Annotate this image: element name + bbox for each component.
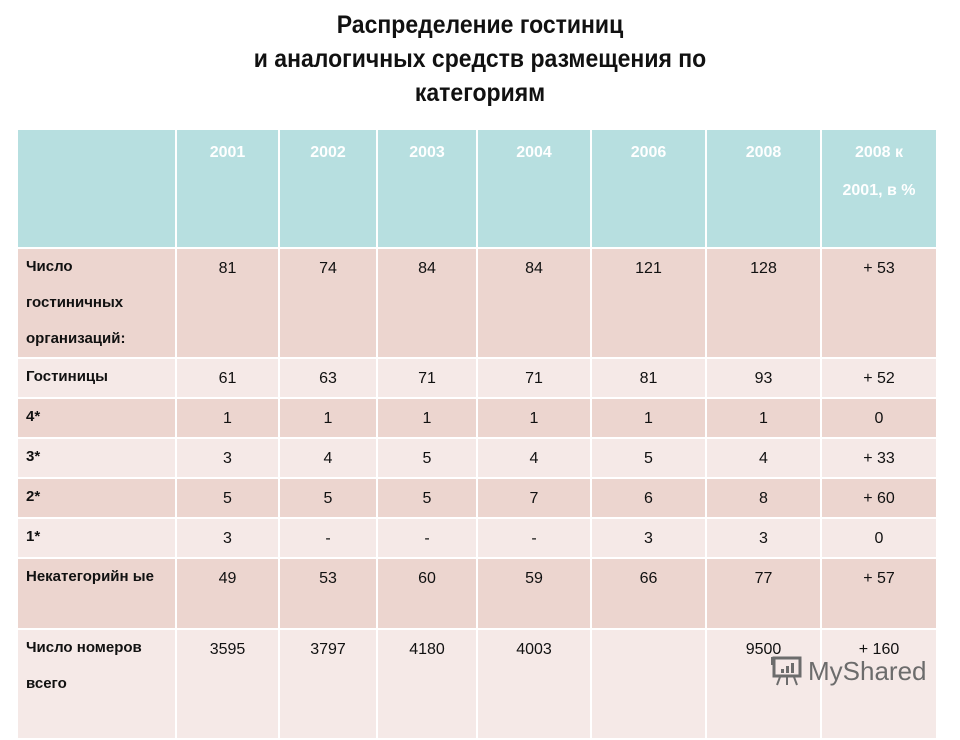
table-cell: 1 (476, 397, 592, 439)
table-cell: 1 (175, 397, 280, 439)
table-row: 1* 3 - - - 3 3 0 (16, 517, 938, 559)
table-cell: 63 (278, 357, 378, 399)
table-cell: 84 (476, 247, 592, 359)
table-cell: 7 (476, 477, 592, 519)
title-line-3: категориям (414, 79, 546, 107)
header-cell-2006: 2006 (590, 128, 707, 249)
table-cell: 81 (590, 357, 707, 399)
table-cell: 84 (376, 247, 478, 359)
table-row: Некатегорийн ые 49 53 60 59 66 77 + 57 (16, 557, 938, 630)
table-cell: 59 (476, 557, 592, 630)
table-cell (590, 628, 707, 740)
row-label: Гостиницы (16, 357, 177, 399)
row-label: Некатегорийн ые (16, 557, 177, 630)
watermark: MyShared (770, 655, 927, 687)
row-label: 3* (16, 437, 177, 479)
table-cell: 3 (590, 517, 707, 559)
row-label: Число гостиничных организаций: (16, 247, 177, 359)
table-cell: 5 (590, 437, 707, 479)
table-cell: 77 (705, 557, 822, 630)
table-cell: + 57 (820, 557, 938, 630)
table-cell: 49 (175, 557, 280, 630)
table-cell: 8 (705, 477, 822, 519)
table-row: Число гостиничных организаций: 81 74 84 … (16, 247, 938, 359)
table-cell: 3 (175, 437, 280, 479)
table-cell: 0 (820, 517, 938, 559)
table-cell: 3797 (278, 628, 378, 740)
title-line-1: Распределение гостиниц (336, 11, 624, 39)
table-cell: + 52 (820, 357, 938, 399)
table-cell: + 53 (820, 247, 938, 359)
header-row: 2001 2002 2003 2004 2006 2008 2008 к 200… (16, 128, 938, 249)
table-cell: 93 (705, 357, 822, 399)
table-row: Гостиницы 61 63 71 71 81 93 + 52 (16, 357, 938, 399)
table-cell: 74 (278, 247, 378, 359)
table-cell: 5 (175, 477, 280, 519)
table-cell: 53 (278, 557, 378, 630)
table-cell: 5 (278, 477, 378, 519)
table-cell: 4 (476, 437, 592, 479)
table-row: 4* 1 1 1 1 1 1 0 (16, 397, 938, 439)
table-cell: 5 (376, 437, 478, 479)
row-label: 2* (16, 477, 177, 519)
table-cell: 6 (590, 477, 707, 519)
table-cell: 0 (820, 397, 938, 439)
table-cell: 60 (376, 557, 478, 630)
table-cell: 1 (376, 397, 478, 439)
table-cell: 4180 (376, 628, 478, 740)
table-row: 2* 5 5 5 7 6 8 + 60 (16, 477, 938, 519)
row-label: 1* (16, 517, 177, 559)
table-cell: + 60 (820, 477, 938, 519)
table-cell: - (476, 517, 592, 559)
slide-title: Распределение гостиниц и аналогичных сре… (38, 8, 921, 110)
table-cell: 4003 (476, 628, 592, 740)
header-cell-2002: 2002 (278, 128, 378, 249)
header-cell-2003: 2003 (376, 128, 478, 249)
table-cell: 4 (278, 437, 378, 479)
table-cell: 1 (705, 397, 822, 439)
header-cell-change: 2008 к 2001, в % (820, 128, 938, 249)
header-cell-2001: 2001 (175, 128, 280, 249)
row-label: Число номеров всего (16, 628, 177, 740)
table-cell: 3 (175, 517, 280, 559)
header-cell-empty (16, 128, 177, 249)
table-cell: 61 (175, 357, 280, 399)
table-cell: 81 (175, 247, 280, 359)
header-cell-2004: 2004 (476, 128, 592, 249)
table-cell: 1 (278, 397, 378, 439)
table-cell: 128 (705, 247, 822, 359)
table-cell: 121 (590, 247, 707, 359)
table-cell: 4 (705, 437, 822, 479)
table-cell: 71 (376, 357, 478, 399)
table-row: 3* 3 4 5 4 5 4 + 33 (16, 437, 938, 479)
table-cell: + 33 (820, 437, 938, 479)
table-cell: - (376, 517, 478, 559)
hotel-distribution-table: 2001 2002 2003 2004 2006 2008 2008 к 200… (16, 128, 938, 740)
table-cell: 71 (476, 357, 592, 399)
header-cell-2008: 2008 (705, 128, 822, 249)
watermark-text: MyShared (808, 655, 927, 686)
table-cell: 3595 (175, 628, 280, 740)
table-cell: 3 (705, 517, 822, 559)
table-cell: 1 (590, 397, 707, 439)
title-line-2: и аналогичных средств размещения по (253, 45, 707, 73)
table-cell: - (278, 517, 378, 559)
row-label: 4* (16, 397, 177, 439)
presentation-board-icon (771, 656, 802, 686)
table-cell: 5 (376, 477, 478, 519)
table-cell: 66 (590, 557, 707, 630)
